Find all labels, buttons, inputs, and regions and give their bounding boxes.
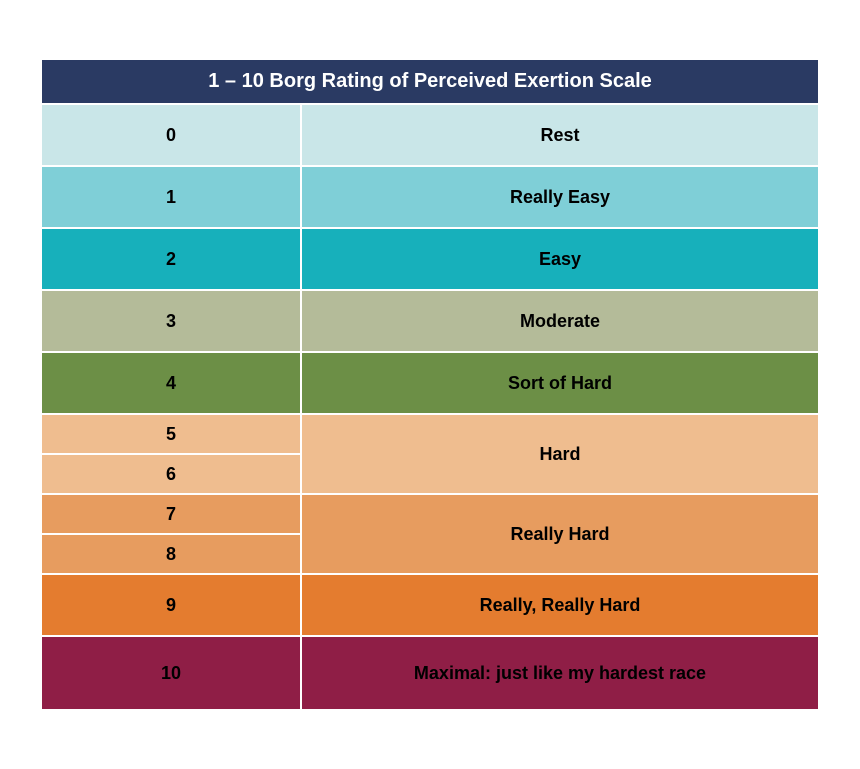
table-row: 0Rest: [41, 104, 819, 166]
rating-label: Hard: [301, 414, 819, 494]
rating-number: 10: [41, 636, 301, 710]
rating-number: 6: [41, 454, 301, 494]
rating-label: Rest: [301, 104, 819, 166]
rating-number: 9: [41, 574, 301, 636]
rating-number: 5: [41, 414, 301, 454]
table-row: 10Maximal: just like my hardest race: [41, 636, 819, 710]
rating-label: Really Easy: [301, 166, 819, 228]
table-row: 2Easy: [41, 228, 819, 290]
table-title: 1 – 10 Borg Rating of Perceived Exertion…: [41, 59, 819, 104]
rating-number: 7: [41, 494, 301, 534]
rating-number: 3: [41, 290, 301, 352]
rating-label: Sort of Hard: [301, 352, 819, 414]
rating-number: 2: [41, 228, 301, 290]
rating-label: Really, Really Hard: [301, 574, 819, 636]
rating-label: Moderate: [301, 290, 819, 352]
rating-number: 4: [41, 352, 301, 414]
table-row: 5Hard: [41, 414, 819, 454]
table-header-row: 1 – 10 Borg Rating of Perceived Exertion…: [41, 59, 819, 104]
table-row: 7Really Hard: [41, 494, 819, 534]
table-row: 3Moderate: [41, 290, 819, 352]
table-row: 9Really, Really Hard: [41, 574, 819, 636]
table-row: 1Really Easy: [41, 166, 819, 228]
rating-number: 8: [41, 534, 301, 574]
rating-number: 1: [41, 166, 301, 228]
borg-rpe-table: 1 – 10 Borg Rating of Perceived Exertion…: [40, 58, 820, 711]
rating-label: Really Hard: [301, 494, 819, 574]
table-row: 4Sort of Hard: [41, 352, 819, 414]
rating-label: Easy: [301, 228, 819, 290]
table-body: 1 – 10 Borg Rating of Perceived Exertion…: [41, 59, 819, 710]
rating-number: 0: [41, 104, 301, 166]
rating-label: Maximal: just like my hardest race: [301, 636, 819, 710]
